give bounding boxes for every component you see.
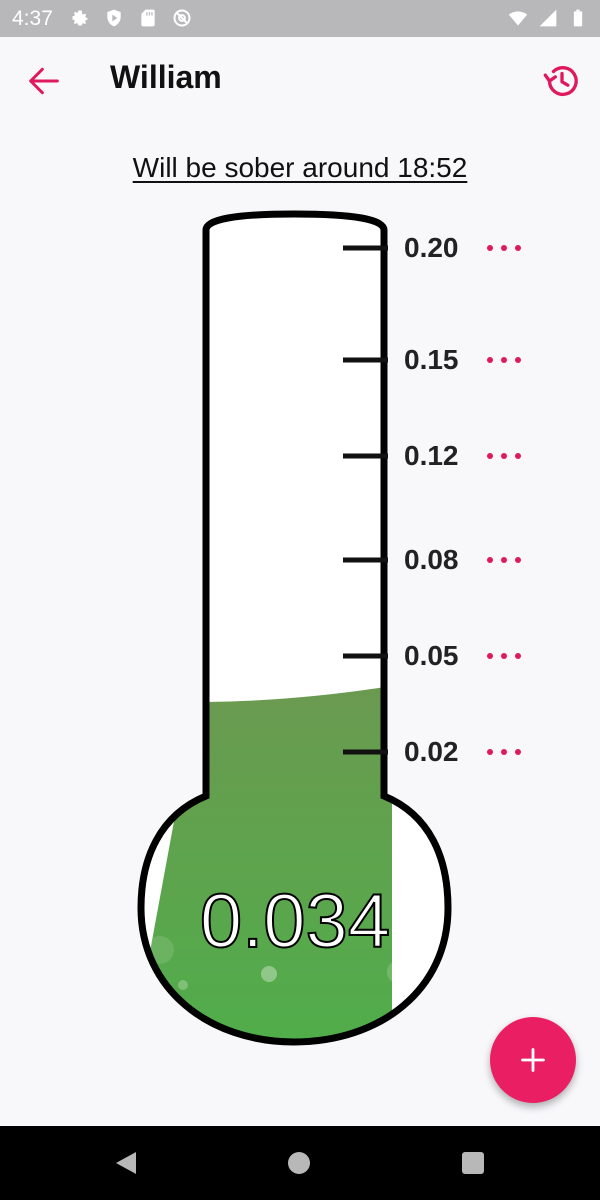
arrow-back-icon bbox=[29, 67, 59, 95]
bubble bbox=[261, 966, 277, 982]
more-options-button[interactable] bbox=[487, 237, 521, 259]
at-sign-icon bbox=[173, 9, 191, 27]
sd-card-icon bbox=[141, 9, 155, 27]
tick-marks bbox=[343, 245, 388, 755]
page-title: William bbox=[110, 59, 222, 95]
tick-label: 0.08 bbox=[404, 544, 459, 575]
more-options-button[interactable] bbox=[487, 741, 521, 763]
status-time: 4:37 bbox=[12, 7, 53, 30]
plus-icon bbox=[521, 1048, 545, 1072]
more-options-button[interactable] bbox=[487, 349, 521, 371]
signal-icon bbox=[539, 9, 557, 27]
nav-home-icon[interactable] bbox=[288, 1152, 310, 1174]
tick-label: 0.20 bbox=[404, 232, 459, 263]
tick-label: 0.15 bbox=[404, 344, 459, 375]
tick-label: 0.05 bbox=[404, 640, 459, 671]
status-icons-right bbox=[508, 8, 588, 28]
status-icons-left bbox=[70, 8, 192, 28]
battery-icon bbox=[573, 9, 583, 27]
bac-value: 0.034 bbox=[199, 878, 391, 965]
app-bar: William bbox=[0, 37, 600, 123]
settings-icon bbox=[72, 10, 88, 26]
system-nav-bar bbox=[0, 1126, 600, 1200]
liquid-fill bbox=[141, 686, 392, 1042]
status-bar: 4:37 bbox=[0, 0, 600, 37]
more-options-button[interactable] bbox=[487, 445, 521, 467]
sober-time-text[interactable]: Will be sober around 18:52 bbox=[132, 152, 468, 183]
more-options-button[interactable] bbox=[487, 645, 521, 667]
nav-recents-icon[interactable] bbox=[462, 1152, 484, 1174]
nav-back-icon[interactable] bbox=[114, 1150, 138, 1176]
history-icon bbox=[543, 66, 578, 97]
wifi-icon bbox=[508, 11, 528, 26]
history-button[interactable] bbox=[542, 61, 582, 101]
tick-label: 0.12 bbox=[404, 440, 459, 471]
thermometer-outline bbox=[137, 210, 452, 1046]
back-button[interactable] bbox=[24, 61, 64, 101]
add-drink-button[interactable] bbox=[490, 1017, 576, 1103]
bubble bbox=[178, 980, 188, 990]
tick-label: 0.02 bbox=[404, 736, 459, 767]
bubble bbox=[387, 960, 411, 984]
more-options-button[interactable] bbox=[487, 549, 521, 571]
play-protect-icon bbox=[107, 9, 121, 27]
